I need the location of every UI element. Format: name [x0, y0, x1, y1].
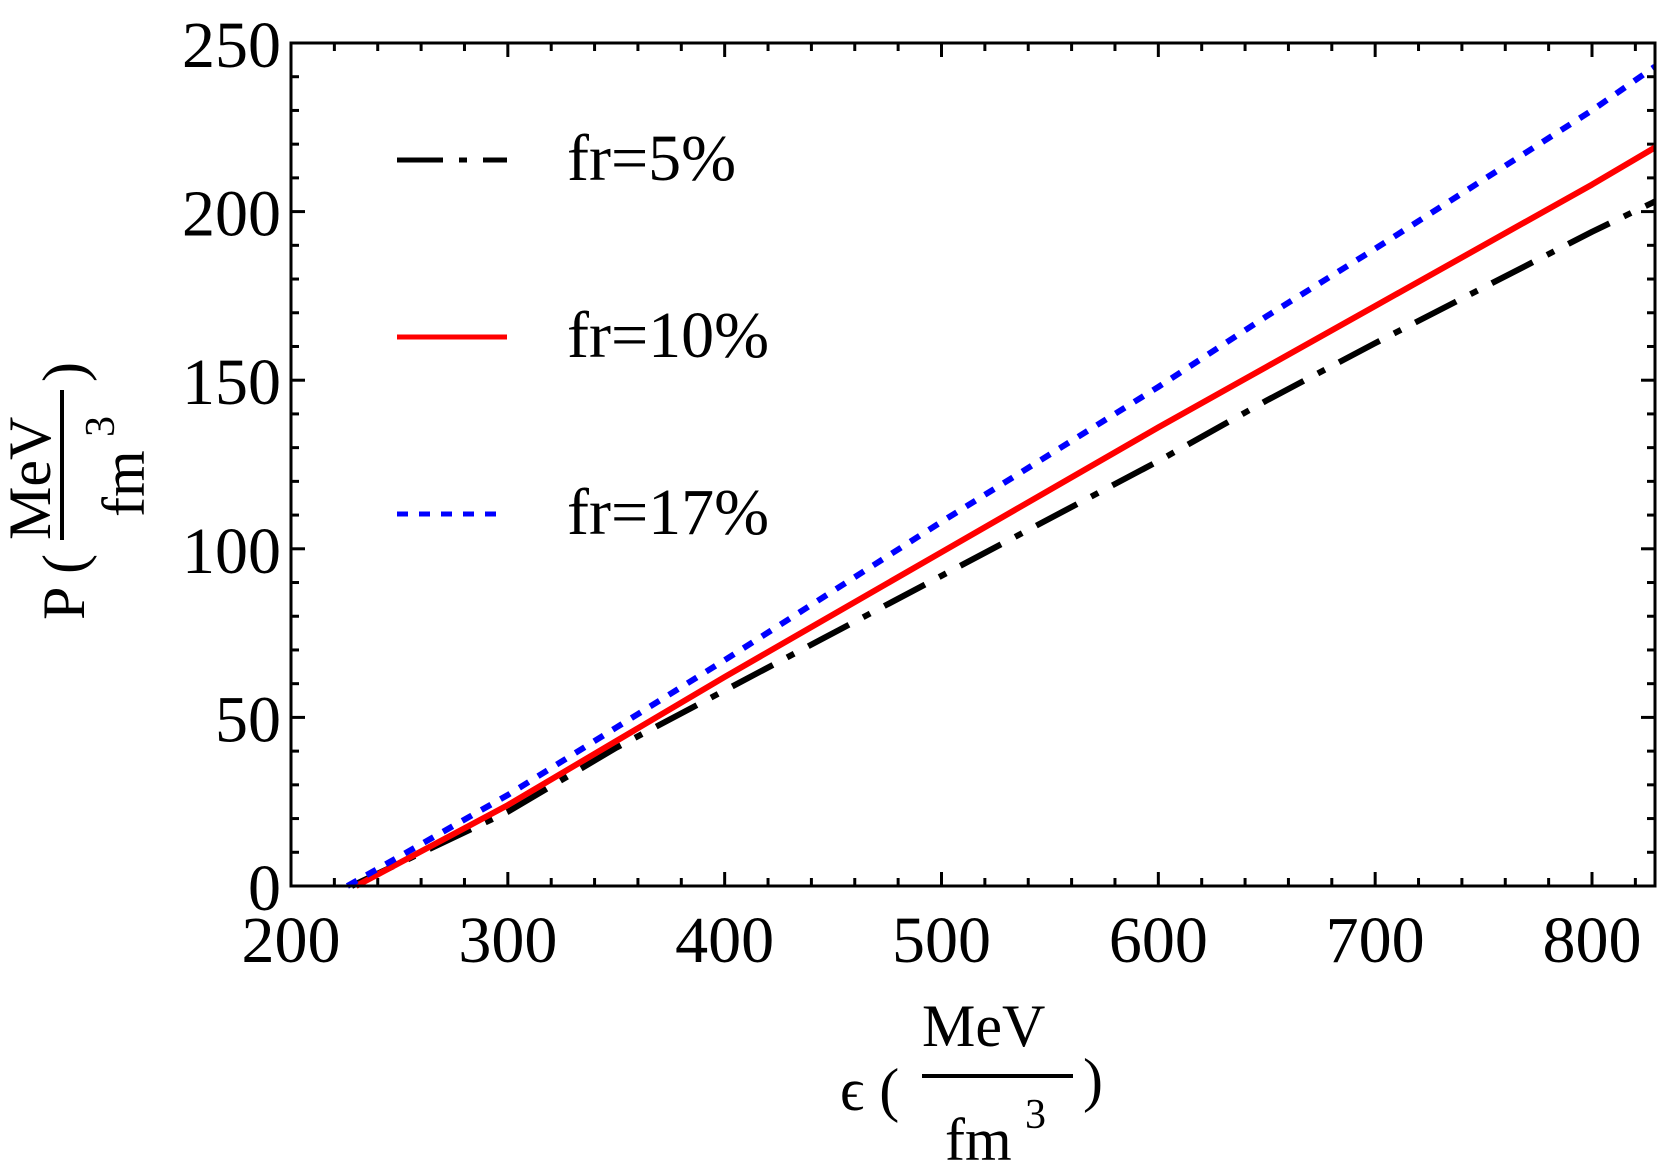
x-tick-label: 300 [458, 904, 557, 977]
x-title-numerator: MeV [922, 993, 1045, 1059]
legend-label: fr=10% [567, 299, 769, 372]
x-axis-title: ϵ ( MeV fm 3 ) [840, 993, 1103, 1160]
y-tick-label: 0 [248, 852, 281, 925]
legend-label: fr=17% [567, 476, 769, 549]
x-title-superscript: 3 [1025, 1092, 1046, 1138]
legend-item-fr5: fr=5% [397, 122, 736, 195]
y-tick-labels: 0 50 100 150 200 250 [182, 9, 281, 925]
x-tick-label: 800 [1543, 904, 1642, 977]
x-title-denominator: fm [945, 1107, 1012, 1160]
y-title-denominator: fm [91, 450, 157, 517]
x-tick-label: 400 [675, 904, 774, 977]
y-tick-label: 250 [182, 9, 281, 82]
x-tick-labels: 200 300 400 500 600 700 800 [242, 904, 1642, 977]
x-tick-label: 200 [242, 904, 341, 977]
major-ticks [291, 43, 1655, 886]
x-title-close: ) [1083, 1047, 1103, 1113]
series-line-fr17 [345, 64, 1657, 889]
y-tick-label: 200 [182, 178, 281, 251]
series-line-fr10 [354, 144, 1657, 889]
x-tick-label: 700 [1326, 904, 1425, 977]
y-tick-label: 50 [215, 683, 281, 756]
y-title-superscript: 3 [78, 416, 124, 437]
y-title-symbol: P ( [31, 554, 97, 620]
x-title-symbol: ϵ ( [840, 1057, 899, 1123]
legend-item-fr10: fr=10% [397, 299, 769, 372]
legend-label: fr=5% [567, 122, 736, 195]
series-layer [345, 64, 1657, 889]
y-tick-label: 100 [182, 515, 281, 588]
y-tick-label: 150 [182, 346, 281, 419]
minor-ticks [291, 43, 1655, 886]
legend-item-fr17: fr=17% [397, 476, 769, 549]
x-tick-label: 500 [892, 904, 991, 977]
plot-frame [289, 41, 1657, 888]
y-title-close: ) [31, 362, 97, 382]
legend: fr=5% fr=10% fr=17% [397, 122, 769, 549]
y-axis-title: P ( MeV fm 3 ) [0, 362, 157, 620]
y-title-numerator: MeV [0, 417, 63, 540]
series-line-fr5 [350, 198, 1657, 889]
x-tick-label: 600 [1109, 904, 1208, 977]
